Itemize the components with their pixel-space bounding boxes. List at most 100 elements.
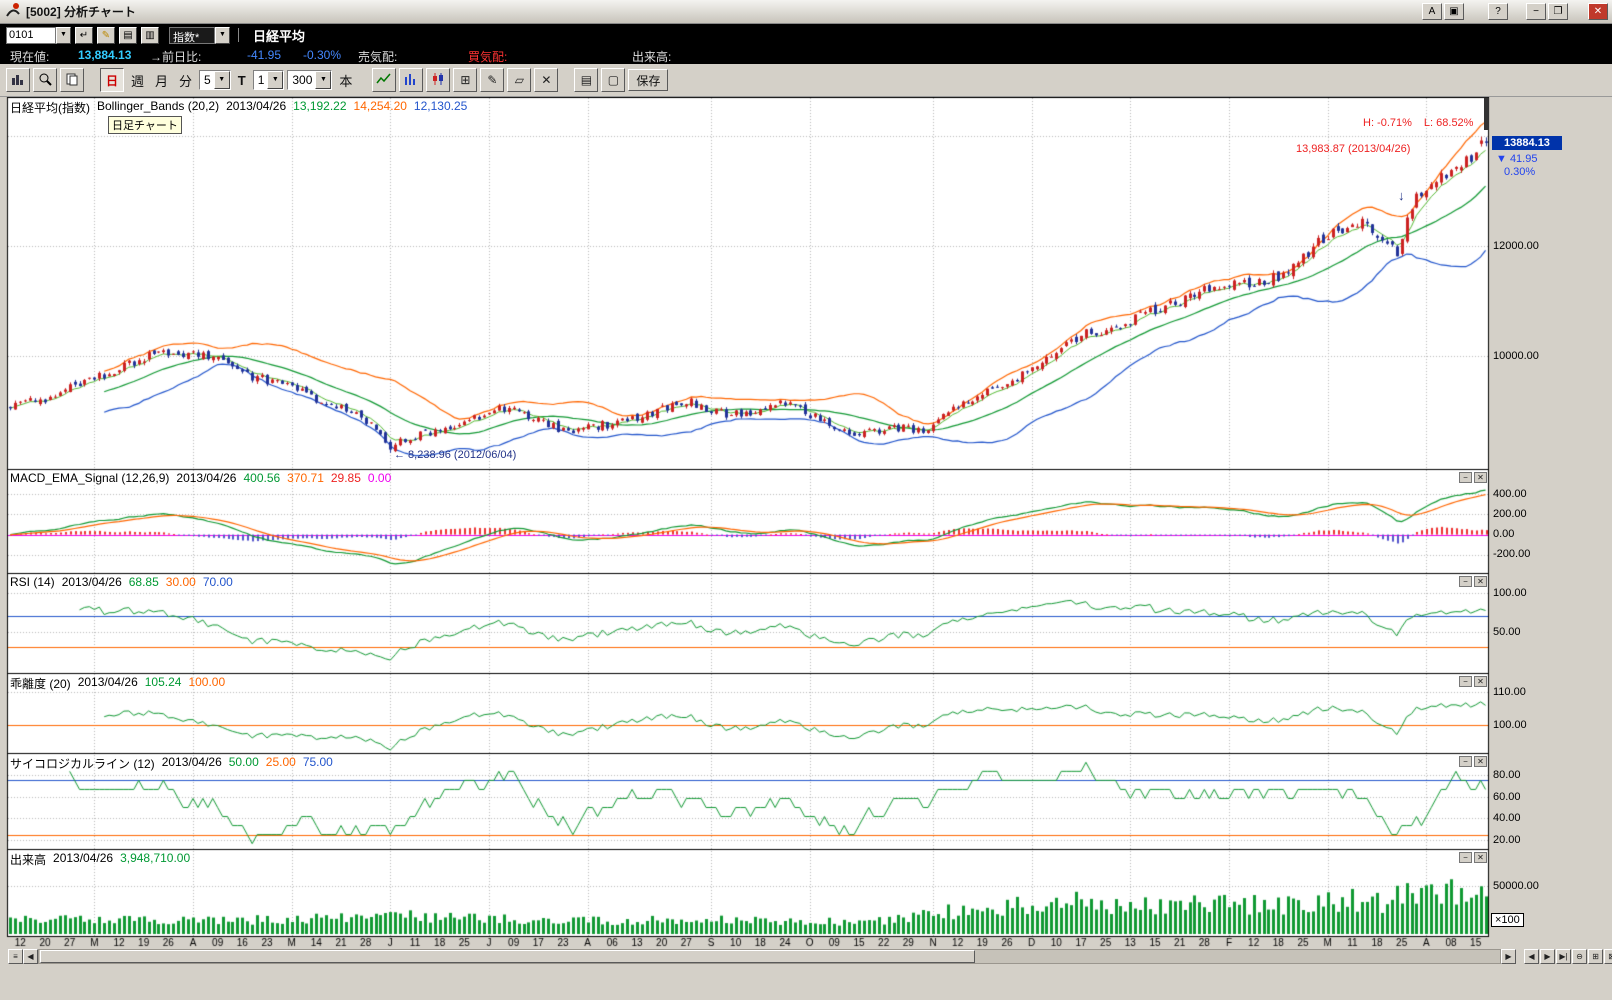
rsi-panel-header: RSI (14) 2013/04/26 68.85 30.00 70.00: [10, 575, 233, 589]
bars-count-select[interactable]: 300 ▼: [287, 70, 333, 90]
panel-close-button[interactable]: ✕: [1474, 676, 1487, 687]
delete-drawing-button[interactable]: ✕: [534, 68, 559, 92]
bars-icon: [11, 72, 25, 89]
eraser-button[interactable]: ▱: [507, 68, 532, 92]
volume-value: 3,948,710.00: [120, 851, 191, 865]
layout-button[interactable]: ▣: [1444, 3, 1464, 20]
bid-label: 買気配:: [468, 50, 508, 64]
enter-button[interactable]: ↵: [75, 26, 93, 44]
panel-minimize-button[interactable]: −: [1459, 852, 1472, 863]
scrollbar-track[interactable]: [38, 949, 1501, 964]
scrollbar-thumb[interactable]: [40, 950, 976, 963]
rsi-ylabel: 50.00: [1493, 626, 1521, 638]
close-button[interactable]: ✕: [1588, 3, 1608, 20]
draw-button[interactable]: ✎: [480, 68, 505, 92]
psych-name: サイコロジカルライン (12): [10, 757, 155, 771]
scroll-grip[interactable]: ≡: [8, 949, 23, 964]
interval-select[interactable]: 1 ▼: [252, 70, 285, 90]
symbol-toolbar: ▼ ↵ ✎ ▤ ▥ 指数* ▼ 日経平均: [0, 24, 1612, 46]
low-pct-label: L: 68.52%: [1423, 117, 1474, 129]
candlestick-icon: [431, 72, 445, 89]
indicator-settings-button[interactable]: [6, 68, 30, 92]
macd-panel-controls: − ✕: [1459, 472, 1487, 483]
scroll-right-button[interactable]: ▶: [1501, 949, 1516, 964]
new-page-button[interactable]: ▢: [601, 68, 626, 92]
category-dropdown-button[interactable]: ▼: [215, 26, 230, 44]
edit-icon[interactable]: ✎: [97, 26, 115, 44]
historic-low-annotation: ← 8,238.96 (2012/06/04): [394, 449, 517, 461]
price-axis-slider[interactable]: [1484, 98, 1489, 130]
symbol-code-input[interactable]: [6, 26, 56, 44]
symbol-name: 日経平均: [253, 28, 306, 44]
session-high-annotation: 13,983.87 (2013/04/26): [1296, 143, 1411, 155]
list-icon[interactable]: ▥: [141, 26, 159, 44]
copy-chart-button[interactable]: [60, 68, 84, 92]
chevron-down-icon: ▼: [213, 71, 230, 89]
zoom-out-button[interactable]: ⊖: [1572, 949, 1587, 964]
panel-minimize-button[interactable]: −: [1459, 472, 1472, 483]
tile-button[interactable]: ⊞: [1588, 949, 1603, 964]
bar-chart-button[interactable]: [399, 68, 424, 92]
macd-ylabel: 200.00: [1493, 508, 1527, 520]
panel-close-button[interactable]: ✕: [1474, 852, 1487, 863]
macd-zero-value: 0.00: [367, 471, 392, 485]
save-button[interactable]: 保存: [628, 69, 669, 91]
kairi-ylabel: 100.00: [1493, 719, 1527, 731]
category-value[interactable]: 指数*: [169, 26, 215, 44]
kairi-name: 乖離度 (20): [10, 677, 71, 691]
pages-button[interactable]: ▤: [574, 68, 599, 92]
ask-label: 売気配:: [358, 50, 398, 64]
volume-name: 出来高: [10, 853, 47, 867]
main-date: 2013/04/26: [226, 99, 287, 113]
period-minute-button[interactable]: 分: [179, 73, 193, 89]
macd-ylabel: -200.00: [1493, 548, 1531, 560]
period-month-button[interactable]: 月: [155, 73, 169, 89]
main-symbol: 日経平均(指数): [10, 101, 90, 115]
period-week-button[interactable]: 週: [131, 73, 145, 89]
scroll-left-button[interactable]: ◀: [23, 949, 38, 964]
page-right-button[interactable]: ▶: [1540, 949, 1555, 964]
close-panel-button[interactable]: ⊠: [1604, 949, 1612, 964]
grid-button[interactable]: ⊞: [453, 68, 478, 92]
macd-ylabel: 0.00: [1493, 528, 1515, 540]
main-ylabel: 12000.00: [1493, 240, 1539, 252]
bar-chart-icon: [404, 72, 418, 89]
horizontal-scrollbar[interactable]: ≡ ◀ ▶: [8, 949, 1516, 964]
main-indicator: Bollinger_Bands (20,2): [97, 99, 220, 113]
rsi-low-line-value: 30.00: [165, 575, 196, 589]
volume-multiplier-badge: ×100: [1491, 913, 1524, 927]
maximize-button[interactable]: ❐: [1548, 3, 1568, 20]
psych-high-line-value: 75.00: [302, 755, 333, 769]
panel-minimize-button[interactable]: −: [1459, 756, 1472, 767]
chart-type-tooltip: 日足チャート: [108, 116, 182, 134]
panel-close-button[interactable]: ✕: [1474, 576, 1487, 587]
chevron-down-icon: ▼: [267, 71, 284, 89]
panel-minimize-button[interactable]: −: [1459, 676, 1472, 687]
help-button[interactable]: ?: [1488, 3, 1508, 20]
candlestick-button[interactable]: [426, 68, 451, 92]
high-pct-label: H: -0.71%: [1363, 117, 1412, 129]
chart-canvas[interactable]: [0, 97, 1612, 965]
period-day-button[interactable]: 日: [100, 68, 124, 92]
panel-close-button[interactable]: ✕: [1474, 756, 1487, 767]
change-pct-value: -0.30%: [303, 48, 342, 62]
price-change-pct-readout: 0.30%: [1504, 166, 1536, 178]
minimize-button[interactable]: −: [1526, 3, 1546, 20]
chevron-down-icon: ▼: [315, 71, 332, 89]
bars-unit-label: 本: [339, 73, 353, 89]
font-size-button[interactable]: A: [1422, 3, 1442, 20]
line-chart-button[interactable]: [372, 68, 397, 92]
tick-button[interactable]: T: [237, 72, 246, 88]
volume-ylabel: 50000.00: [1493, 880, 1539, 892]
bollinger-upper-value: 14,254.20: [353, 99, 407, 113]
panel-close-button[interactable]: ✕: [1474, 472, 1487, 483]
register-icon[interactable]: ▤: [119, 26, 137, 44]
jump-end-button[interactable]: ▶|: [1556, 949, 1571, 964]
panel-minimize-button[interactable]: −: [1459, 576, 1472, 587]
symbol-code-dropdown-button[interactable]: ▼: [56, 26, 71, 44]
zoom-button[interactable]: [33, 68, 57, 92]
bars-count-value: 300: [292, 73, 313, 87]
page-left-button[interactable]: ◀: [1524, 949, 1539, 964]
minute-count-select[interactable]: 5 ▼: [199, 70, 231, 90]
macd-name: MACD_EMA_Signal (12,26,9): [10, 471, 170, 485]
